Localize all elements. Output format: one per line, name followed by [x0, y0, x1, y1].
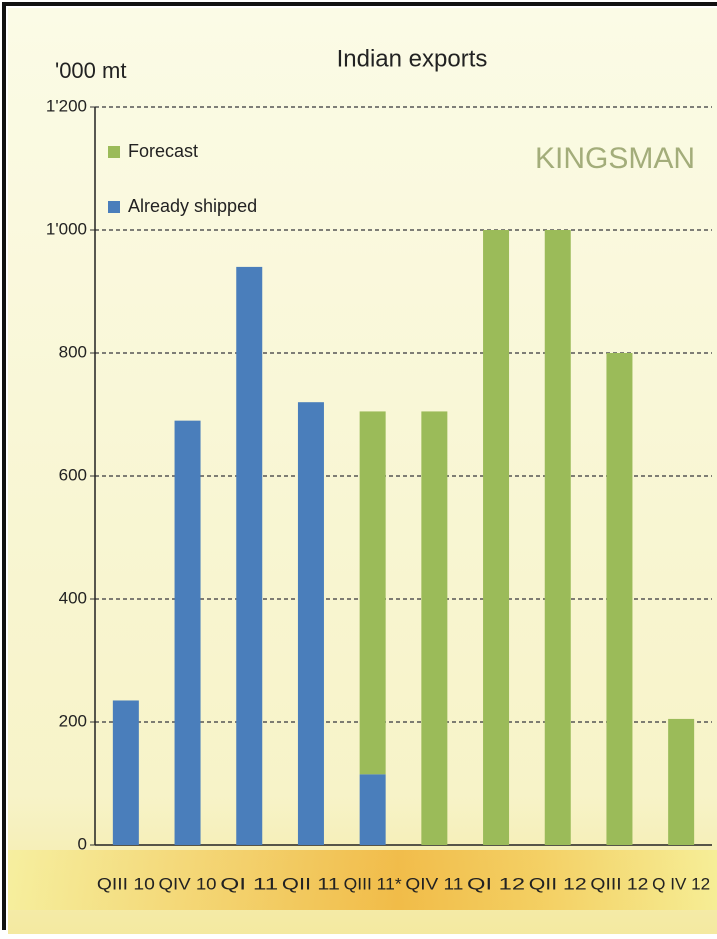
y-axis-label: '000 mt — [55, 58, 126, 83]
x-tick-label: QII 11 — [282, 874, 340, 893]
bar — [112, 700, 139, 845]
x-tick-label: QIII 12 — [590, 874, 648, 893]
bar — [236, 266, 263, 845]
y-tick-label: 200 — [59, 711, 87, 730]
x-tick-label: QI 11 — [220, 874, 278, 893]
bottom-band — [8, 850, 717, 910]
y-tick-label: 1'200 — [46, 96, 87, 115]
x-tick-label: QIII 11* — [344, 874, 402, 893]
bar — [483, 230, 510, 845]
legend-label: Forecast — [128, 141, 198, 161]
bar — [606, 353, 633, 845]
legend-swatch — [108, 146, 120, 158]
x-tick-label: QII 12 — [529, 874, 587, 893]
x-tick-label: QIV 10 — [159, 874, 217, 893]
watermark: KINGSMAN — [535, 142, 695, 175]
x-tick-label: QIV 11 — [405, 874, 463, 893]
y-tick-label: 600 — [59, 465, 87, 484]
bar — [359, 774, 386, 845]
x-tick-label: QI 12 — [467, 874, 525, 893]
bar — [297, 402, 324, 845]
bar — [421, 411, 448, 845]
x-tick-label: Q IV 12 — [652, 874, 710, 893]
bar — [174, 420, 201, 845]
bar — [668, 718, 695, 845]
y-tick-label: 0 — [78, 834, 87, 853]
chart-title: Indian exports — [337, 45, 488, 72]
y-tick-label: 1'000 — [46, 219, 87, 238]
legend-label: Already shipped — [128, 196, 257, 216]
bar — [359, 411, 386, 775]
y-tick-label: 800 — [59, 342, 87, 361]
x-tick-label: QIII 10 — [97, 874, 155, 893]
legend-swatch — [108, 201, 120, 213]
bar — [544, 230, 571, 845]
y-tick-label: 400 — [59, 588, 87, 607]
